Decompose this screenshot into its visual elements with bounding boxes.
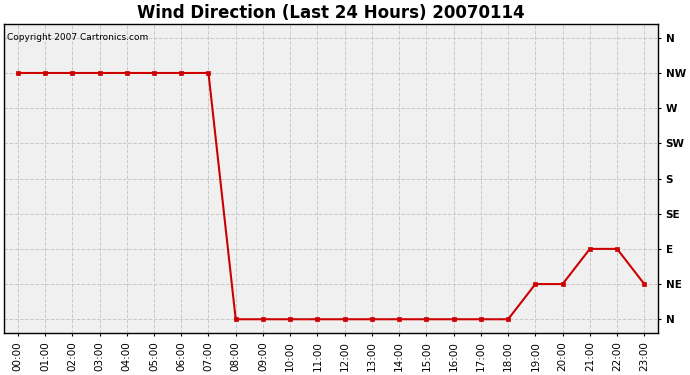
Title: Wind Direction (Last 24 Hours) 20070114: Wind Direction (Last 24 Hours) 20070114 [137,4,525,22]
Text: Copyright 2007 Cartronics.com: Copyright 2007 Cartronics.com [8,33,148,42]
